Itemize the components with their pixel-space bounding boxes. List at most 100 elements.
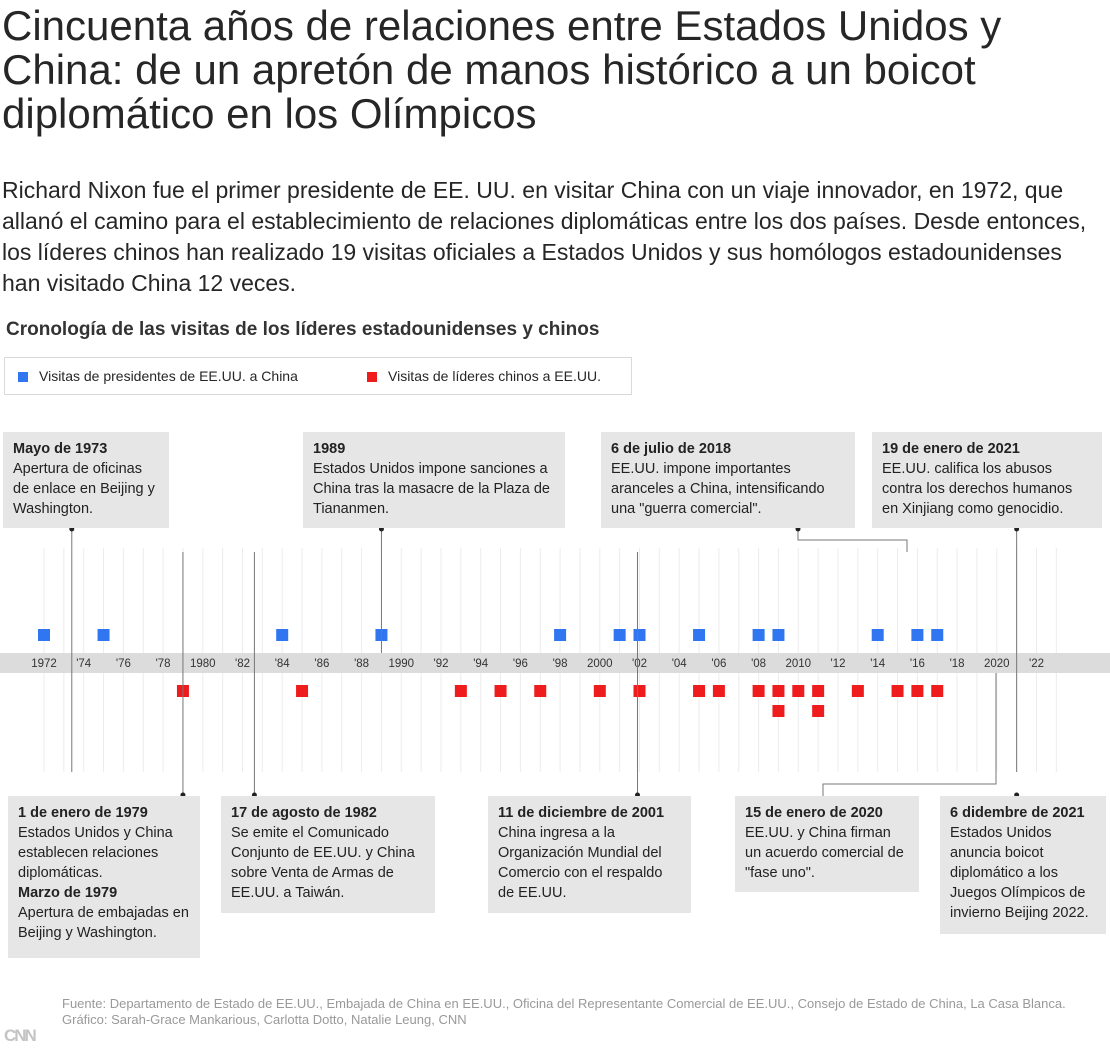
axis-tick-label: '78: [156, 658, 171, 670]
axis-tick-label: '94: [473, 658, 489, 670]
china-visit-marker: [891, 685, 904, 697]
us-visit-marker: [871, 629, 884, 641]
us-visit-marker: [554, 629, 567, 641]
us-visit-marker: [772, 629, 785, 641]
annotation-event: Mayo de 1973 Apertura de oficinas de enla…: [13, 439, 159, 519]
annotation-text: EE.UU. impone importantes aranceles a Ch…: [611, 461, 825, 517]
page-subtitle: Richard Nixon fue el primer presidente d…: [2, 177, 1087, 296]
annotation-2001: 11 de diciembre de 2001 China ingresa a l…: [488, 796, 691, 913]
axis-tick-label: '76: [116, 658, 131, 670]
axis-tick-label: '98: [553, 658, 568, 670]
annotation-text: EE.UU. y China firman un acuerdo comerci…: [745, 825, 904, 881]
annotation-text: EE.UU. califica los abusos contra los de…: [882, 461, 1073, 517]
annotation-event: Marzo de 1979 Apertura de embajadas en Be…: [18, 883, 190, 943]
china-visit-marker: [812, 685, 825, 697]
annotation-date: Marzo de 1979: [18, 885, 118, 901]
annotation-date: 1989: [313, 441, 346, 457]
axis-tick-label: '86: [314, 658, 329, 670]
axis-tick-label: '14: [870, 658, 886, 670]
axis-tick-label: '06: [711, 658, 726, 670]
annotation-text: Apertura de embajadas en Beijing y Washi…: [18, 905, 189, 941]
annotation-event: 17 de agosto de 1982 Se emite el Comunica…: [231, 803, 425, 903]
china-visit-marker: [593, 685, 606, 697]
annotation-event: 11 de diciembre de 2001 China ingresa a l…: [498, 803, 681, 903]
axis-tick-label: '16: [910, 658, 925, 670]
china-visit-marker: [812, 705, 825, 717]
legend-us-swatch: [18, 372, 28, 382]
axis-tick-label: '08: [751, 658, 766, 670]
us-visit-marker: [931, 629, 944, 641]
us-visit-marker: [97, 629, 110, 641]
china-visit-marker: [633, 685, 646, 697]
axis-tick-label: '12: [831, 658, 846, 670]
annotation-text: China ingresa a la Organización Mundial …: [498, 825, 663, 901]
axis-tick-label: 1980: [190, 658, 216, 670]
axis-tick-label: 2010: [786, 658, 812, 670]
annotation-event: 6 de julio de 2018 EE.UU. impone importan…: [611, 439, 845, 519]
annotation-2021-genocidio: 19 de enero de 2021 EE.UU. califica los a…: [872, 432, 1102, 528]
axis-tick-label: 2020: [984, 658, 1010, 670]
axis-tick-label: '18: [950, 658, 965, 670]
axis-tick-label: 1972: [31, 658, 57, 670]
annotation-date: 6 de julio de 2018: [611, 441, 732, 457]
china-visit-marker: [772, 705, 785, 717]
axis-tick-label: '84: [275, 658, 291, 670]
china-visit-marker: [911, 685, 924, 697]
annotation-1979: 1 de enero de 1979 Estados Unidos y China…: [8, 796, 200, 958]
china-visit-marker: [792, 685, 805, 697]
annotation-date: 15 de enero de 2020: [745, 805, 883, 821]
annotation-event: 1989 Estados Unidos impone sanciones a Ch…: [313, 439, 555, 519]
annotation-1973: Mayo de 1973 Apertura de oficinas de enla…: [3, 432, 169, 528]
china-visit-marker: [693, 685, 706, 697]
annotation-text: Se emite el Comunicado Conjunto de EE.UU…: [231, 825, 415, 901]
us-visit-marker: [276, 629, 289, 641]
footer: Fuente: Departamento de Estado de EE.UU.…: [62, 996, 1102, 1028]
annotation-date: 17 de agosto de 1982: [231, 805, 377, 821]
annotation-leader-2018: [797, 529, 908, 552]
axis-tick-label: '74: [76, 658, 92, 670]
us-visit-marker: [38, 629, 50, 641]
china-visit-marker: [296, 685, 309, 697]
annotation-1982: 17 de agosto de 1982 Se emite el Comunica…: [221, 796, 435, 913]
footer-source: Fuente: Departamento de Estado de EE.UU.…: [62, 996, 1066, 1011]
annotation-2021-boicot: 6 didembre de 2021 Estados Unidos anuncia…: [940, 796, 1106, 934]
china-visit-marker: [494, 685, 507, 697]
annotation-leader-2020: [822, 673, 997, 796]
annotation-date: 19 de enero de 2021: [882, 441, 1020, 457]
legend-china-label: Visitas de líderes chinos a EE.UU.: [388, 368, 601, 384]
cnn-logo: CNN: [4, 1026, 37, 1045]
axis-tick-label: '92: [434, 658, 449, 670]
axis-tick-label: '04: [672, 658, 688, 670]
us-visit-marker: [633, 629, 646, 641]
us-visit-marker: [613, 629, 626, 641]
axis-tick-label: '96: [513, 658, 528, 670]
china-visit-marker: [534, 685, 547, 697]
timeline-axis-band: [0, 653, 1110, 673]
axis-tick-label: 2000: [587, 658, 613, 670]
annotation-event: 1 de enero de 1979 Estados Unidos y China…: [18, 803, 190, 883]
china-visit-marker: [772, 685, 785, 697]
axis-tick-label: '22: [1029, 658, 1044, 670]
axis-tick-label: 1990: [389, 658, 415, 670]
annotation-date: 11 de diciembre de 2001: [498, 805, 665, 821]
annotation-event: 6 didembre de 2021 Estados Unidos anuncia…: [950, 803, 1096, 923]
us-visit-marker: [752, 629, 765, 641]
annotation-date: 1 de enero de 1979: [18, 805, 148, 821]
china-visit-marker: [931, 685, 944, 697]
annotation-text: Estados Unidos y China establecen relaci…: [18, 825, 173, 881]
china-visit-marker: [851, 685, 864, 697]
us-visit-marker: [693, 629, 706, 641]
footer-credit: Gráfico: Sarah-Grace Mankarious, Carlott…: [62, 1012, 467, 1027]
axis-tick-label: '82: [235, 658, 250, 670]
annotation-2020: 15 de enero de 2020 EE.UU. y China firman…: [735, 796, 919, 892]
annotation-2018: 6 de julio de 2018 EE.UU. impone importan…: [601, 432, 855, 528]
timeline-chart: 1972 '74 '76 '78 1980 '82 '84 '86 '88 1990 '92 '94 '…: [0, 526, 1110, 798]
legend-china-swatch: [367, 372, 377, 382]
chart-legend: Visitas de presidentes de EE.UU. a China…: [4, 357, 632, 395]
annotation-event: 15 de enero de 2020 EE.UU. y China firman…: [745, 803, 909, 883]
annotation-text: Apertura de oficinas de enlace en Beijin…: [13, 461, 155, 517]
china-visit-marker: [712, 685, 725, 697]
annotation-event: 19 de enero de 2021 EE.UU. califica los a…: [882, 439, 1092, 519]
annotation-1989: 1989 Estados Unidos impone sanciones a Ch…: [303, 432, 565, 528]
annotation-text: Estados Unidos anuncia boicot diplomátic…: [950, 825, 1089, 921]
